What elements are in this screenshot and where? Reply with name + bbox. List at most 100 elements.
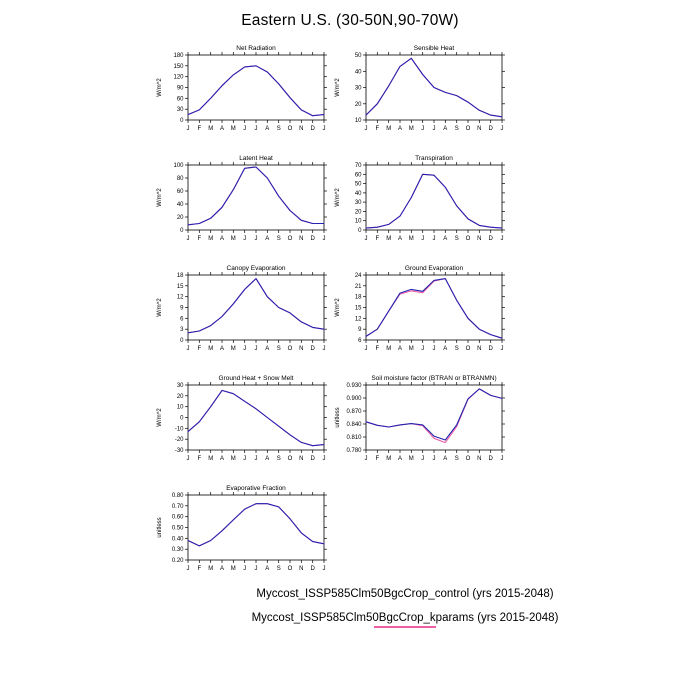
x-tick-label: M xyxy=(231,566,236,572)
x-tick-label: D xyxy=(311,346,316,352)
legend-label-kparams: Myccost_ISSP585Clm50BgcCrop_kparams (yrs… xyxy=(251,612,559,624)
x-tick-label: F xyxy=(375,346,379,352)
x-tick-label: N xyxy=(477,456,481,462)
x-tick-label: A xyxy=(398,126,402,132)
x-tick-label: F xyxy=(375,456,379,462)
chart-soil-moisture-factor: J F M A M J J A S O N D J 0.780 0.810 0.840 0.870 0.900 0.… xyxy=(330,372,508,482)
x-tick-label: J xyxy=(421,236,424,242)
y-tick-label: 0 xyxy=(180,228,184,234)
x-tick-label: J xyxy=(187,346,190,352)
y-tick-label: 30 xyxy=(355,200,362,206)
x-tick-label: J xyxy=(433,236,436,242)
x-tick-label: J xyxy=(323,456,326,462)
x-tick-label: J xyxy=(323,126,326,132)
y-tick-label: 0.50 xyxy=(172,526,184,532)
x-tick-label: D xyxy=(489,346,494,352)
series-line-kparams xyxy=(187,166,325,226)
x-tick-label: J xyxy=(187,566,190,572)
series-line-kparams xyxy=(365,278,503,339)
x-tick-label: A xyxy=(443,346,447,352)
x-tick-label: A xyxy=(265,566,269,572)
x-tick-label: M xyxy=(208,566,213,572)
x-tick-label: F xyxy=(197,566,201,572)
x-tick-label: J xyxy=(187,236,190,242)
chart-transpiration: J F M A M J J A S O N D J 0 10 20 30 40 50 60 70 Transpiratio… xyxy=(330,152,508,262)
x-tick-label: A xyxy=(220,346,224,352)
x-tick-label: J xyxy=(365,456,368,462)
y-tick-label: 50 xyxy=(355,182,362,188)
x-tick-label: S xyxy=(455,236,459,242)
x-tick-label: A xyxy=(443,456,447,462)
x-tick-label: D xyxy=(311,236,316,242)
x-tick-label: J xyxy=(255,126,258,132)
y-tick-label: 0.780 xyxy=(346,448,362,454)
y-tick-label: 20 xyxy=(177,215,184,221)
x-tick-label: M xyxy=(231,126,236,132)
series-line-control xyxy=(187,166,325,226)
x-tick-label: J xyxy=(255,566,258,572)
y-tick-label: 20 xyxy=(355,209,362,215)
x-tick-label: D xyxy=(311,566,316,572)
x-tick-label: S xyxy=(277,566,281,572)
x-tick-label: A xyxy=(220,236,224,242)
x-tick-label: A xyxy=(265,346,269,352)
x-tick-label: N xyxy=(299,456,303,462)
y-tick-label: 18 xyxy=(355,295,362,301)
y-tick-label: 0.60 xyxy=(172,515,184,521)
x-tick-label: O xyxy=(466,346,471,352)
x-tick-label: A xyxy=(265,456,269,462)
legend-entry-control: Myccost_ISSP585Clm50BgcCrop_control (yrs… xyxy=(110,588,700,604)
x-tick-label: A xyxy=(443,236,447,242)
x-tick-label: O xyxy=(466,236,471,242)
y-tick-label: 10 xyxy=(177,405,184,411)
figure-title: Eastern U.S. (30-50N,90-70W) xyxy=(241,12,459,29)
y-tick-label: 0.70 xyxy=(172,504,184,510)
chart-ylabel: W/m^2 xyxy=(157,188,163,207)
y-tick-label: 0.80 xyxy=(172,493,184,499)
x-tick-label: O xyxy=(288,346,293,352)
chart-svg-soil-moisture-factor: J F M A M J J A S O N D J0.7800.8100.8400.8700.9000.… xyxy=(335,375,505,462)
y-tick-label: 80 xyxy=(177,176,184,182)
y-tick-label: -10 xyxy=(175,426,184,432)
x-tick-label: D xyxy=(489,126,494,132)
x-tick-label: O xyxy=(466,126,471,132)
series-line-control xyxy=(187,65,325,117)
series-line-control xyxy=(365,57,503,118)
plot-frame xyxy=(187,384,325,451)
x-tick-label: D xyxy=(489,236,494,242)
x-tick-label: A xyxy=(265,236,269,242)
chart-ground-evaporation: J F M A M J J A S O N D J 6 9 12 15 18 21 24 Ground Evaporat… xyxy=(330,262,508,372)
chart-net-radiation: J F M A M J J A S O N D J 0 30 60 90 120 150 180 Net Radiati… xyxy=(152,42,330,152)
chart-ylabel: W/m^2 xyxy=(335,298,341,317)
x-tick-label: F xyxy=(197,456,201,462)
legend-label-control: Myccost_ISSP585Clm50BgcCrop_control (yrs… xyxy=(256,588,554,600)
chart-ylabel: W/m^2 xyxy=(157,78,163,97)
x-tick-label: M xyxy=(386,346,391,352)
x-tick-label: A xyxy=(398,346,402,352)
y-tick-label: 18 xyxy=(177,273,184,279)
x-tick-label: J xyxy=(421,346,424,352)
chart-title: Transpiration xyxy=(415,155,453,162)
series-line-control xyxy=(365,278,503,339)
y-tick-label: 150 xyxy=(173,64,184,70)
x-tick-label: A xyxy=(398,456,402,462)
y-tick-label: 0.930 xyxy=(346,383,362,389)
y-tick-label: 12 xyxy=(355,316,362,322)
legend-entry-kparams: Myccost_ISSP585Clm50BgcCrop_kparams (yrs… xyxy=(110,612,700,628)
chart-svg-transpiration: J F M A M J J A S O N D J010203040506070Transpiratio… xyxy=(335,155,505,242)
x-tick-label: J xyxy=(323,236,326,242)
x-tick-label: D xyxy=(489,456,494,462)
x-tick-label: J xyxy=(243,346,246,352)
chart-ylabel: unitless xyxy=(157,517,163,537)
y-tick-label: 30 xyxy=(177,383,184,389)
x-tick-label: F xyxy=(197,346,201,352)
x-tick-label: S xyxy=(455,456,459,462)
y-tick-label: 10 xyxy=(355,219,362,225)
chart-title: Latent Heat xyxy=(239,155,273,162)
chart-ground-heat-snow-melt: J F M A M J J A S O N D J -30 -20 -10 0 10 20 30 Ground Heat… xyxy=(152,372,330,482)
x-tick-label: J xyxy=(365,236,368,242)
y-tick-label: 24 xyxy=(355,273,362,279)
